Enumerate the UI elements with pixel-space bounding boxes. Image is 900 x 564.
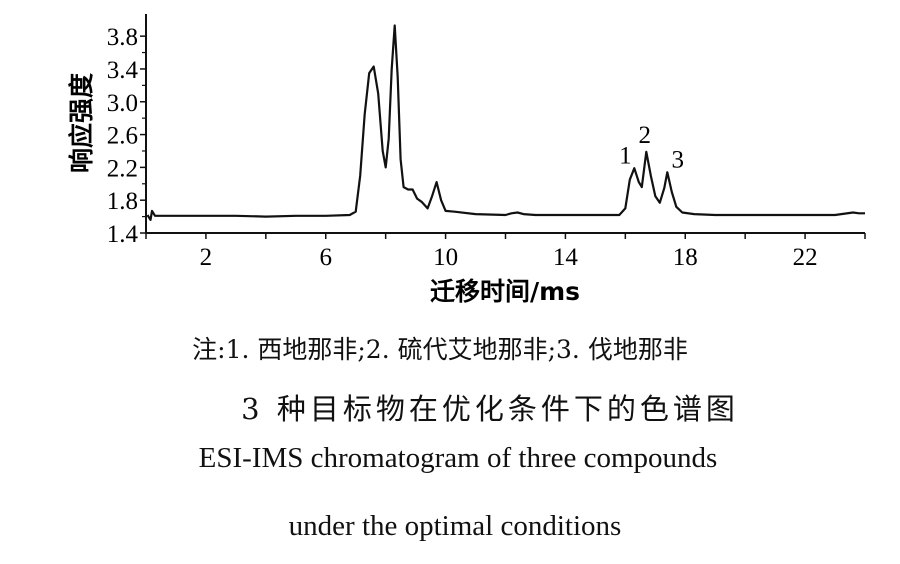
peak-label: 1 — [619, 142, 632, 169]
x-tick-label: 14 — [553, 244, 579, 271]
ticks: 1.4 1.8 2.2 2.6 3.0 3.4 3.8 2 6 10 14 18 22 — [107, 24, 866, 271]
y-tick-label: 3.4 — [107, 57, 139, 84]
x-axis-label: 迁移时间/ms — [430, 277, 580, 306]
peak-label: 3 — [672, 146, 685, 173]
axes — [145, 14, 865, 234]
y-tick-label: 1.8 — [107, 188, 138, 215]
x-tick-label: 22 — [793, 244, 818, 271]
peak-label: 2 — [639, 122, 652, 149]
series-line — [146, 24, 865, 221]
chromatogram-chart: 1.41.82.22.63.03.43.82 6 10 14 18 22 123 迁移时间… — [67, 14, 866, 306]
figure-title-english-line2: under the optimal conditions — [288, 510, 622, 542]
y-tick-label: 1.4 — [107, 221, 139, 248]
y-axis-label: 响应强度 — [67, 73, 96, 173]
x-tick-label: 6 — [320, 244, 333, 271]
x-tick-label: 18 — [673, 244, 698, 271]
y-tick-label: 2.6 — [107, 123, 138, 150]
figure-title-english-line1: ESI-IMS chromatogram of three compounds — [198, 442, 718, 474]
figure-note: 注:1. 西地那非;2. 硫代艾地那非;3. 伐地那非 — [192, 335, 688, 364]
y-tick-label: 2.2 — [107, 155, 138, 182]
peak-labels: 123 — [619, 122, 684, 174]
x-tick-label: 2 — [200, 244, 213, 271]
y-tick-label: 3.8 — [107, 24, 138, 51]
figure-title-chinese: 3 种目标物在优化条件下的色谱图 — [241, 392, 739, 426]
x-tick-label: 10 — [433, 244, 458, 271]
y-tick-label: 3.0 — [107, 90, 138, 117]
